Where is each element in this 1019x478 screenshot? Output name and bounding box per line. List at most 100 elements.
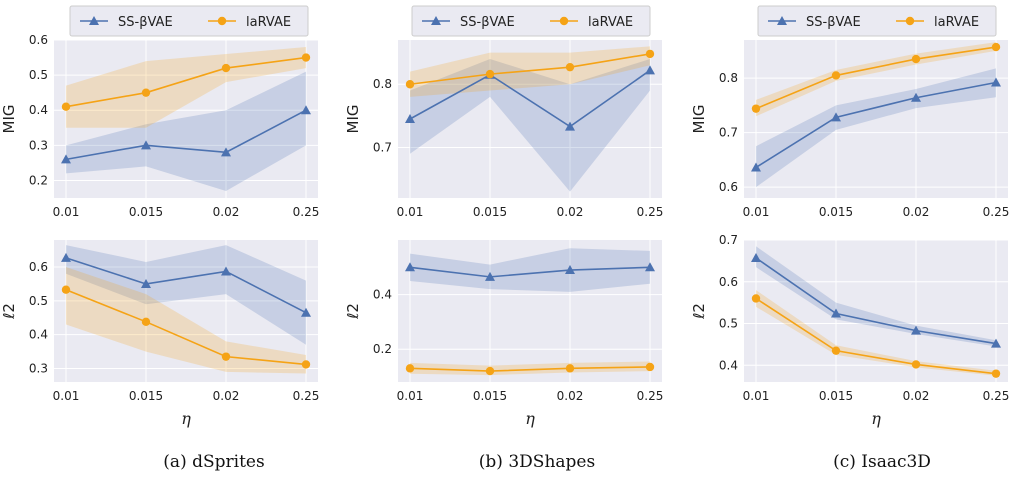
x-tick-label: 0.015 [129,389,163,403]
legend-box [69,5,309,37]
y-tick-label: 0.2 [29,173,48,187]
confidence-band-ss-betavae [66,71,306,191]
data-point-circle [751,104,761,113]
confidence-band-larvae [66,267,306,374]
x-tick-label: 0.01 [53,389,80,403]
x-tick-label: 0.015 [819,205,853,219]
confidence-band-ss-betavae [756,68,996,188]
y-tick-label: 0.5 [29,294,48,308]
x-tick-label: 0.25 [983,389,1010,403]
data-point-circle [405,80,415,89]
y-axis-label: MIG [690,105,708,134]
confidence-band-larvae [410,46,650,97]
legend-marker-triangle [89,16,99,25]
x-tick-label: 0.01 [397,389,424,403]
data-point-circle [301,53,311,62]
confidence-band-larvae [756,290,996,376]
data-point-circle [911,360,921,369]
data-point-circle [991,369,1001,378]
y-tick-label: 0.7 [719,233,738,247]
y-tick-label: 0.3 [29,361,48,375]
caption-3dshapes: (b) 3DShapes [478,452,596,472]
data-point-circle [911,54,921,64]
y-tick-label: 0.3 [29,138,48,152]
data-point-triangle [485,271,495,281]
data-point-circle [565,364,575,373]
data-point-triangle [141,278,151,288]
confidence-band-ss-betavae [410,248,650,292]
x-tick-label: 0.015 [473,205,507,219]
legend-marker-triangle [431,16,441,25]
legend-box [411,5,651,37]
x-tick-label: 0.02 [557,389,584,403]
series-line-ss-betavae [65,257,307,314]
legend-box [757,5,997,37]
x-axis-label: η [181,409,191,428]
data-point-circle [405,364,415,373]
chart-panel-3dshapes-mig: 0.7 0.8 0.01 0.015 0.02 0.25 MIG [344,40,663,219]
x-tick-label: 0.01 [743,205,770,219]
y-axis-label: ℓ2 [344,303,362,320]
series-line-ss-betavae [755,81,997,169]
plot-area [744,40,1008,198]
data-point-circle [485,69,495,79]
data-point-circle [645,49,655,59]
series-line-larvae [65,56,307,108]
data-point-circle [61,285,71,294]
confidence-band-ss-betavae [410,58,650,192]
legend-marker-circle [905,16,915,26]
chart-panel-dsprites-l2: 0.3 0.4 0.5 0.6 0.01 0.015 0.02 0.25 ℓ2 η [0,240,319,428]
series-line-larvae [65,288,307,366]
caption-isaac3d: (c) Isaac3D [833,452,931,472]
y-axis-label: MIG [344,105,362,134]
data-point-circle [831,71,841,80]
chart-panel-dsprites-mig: 0.2 0.3 0.4 0.5 0.6 0.01 0.015 0.02 0.25 MIG [0,33,319,219]
legend-label: SS-βVAE [806,15,861,30]
x-tick-label: 0.25 [293,389,320,403]
legend-label: laRVAE [246,15,291,30]
series-line-ss-betavae [409,69,651,128]
data-point-circle [645,362,655,372]
x-tick-label: 0.01 [397,205,424,219]
series-line-ss-betavae [65,109,307,161]
data-point-triangle [141,140,151,150]
data-point-circle [751,294,761,303]
y-tick-label: 0.8 [719,71,738,85]
legend-label: SS-βVAE [460,15,515,30]
data-point-triangle [831,308,841,318]
caption-dsprites: (a) dSprites [163,452,265,472]
data-point-triangle [565,121,575,131]
x-tick-label: 0.25 [637,205,664,219]
data-point-circle [831,346,841,355]
x-tick-label: 0.25 [637,389,664,403]
y-axis-label: MIG [0,105,18,134]
data-point-circle [221,63,231,73]
y-tick-label: 0.2 [373,342,392,356]
data-point-triangle [645,65,655,75]
x-tick-label: 0.25 [983,205,1010,219]
x-tick-label: 0.015 [473,389,507,403]
series-line-larvae [409,53,651,86]
data-point-circle [485,366,495,376]
series-line-larvae [409,366,651,372]
legend: SS-βVAE laRVAE [411,5,651,37]
x-tick-label: 0.25 [293,205,320,219]
y-tick-label: 0.5 [29,68,48,82]
y-tick-label: 0.7 [719,126,738,140]
legend-marker-triangle [777,16,787,25]
data-point-circle [141,88,151,97]
confidence-band-larvae [410,361,650,376]
data-point-triangle [565,265,575,275]
y-tick-label: 0.8 [373,77,392,91]
x-tick-label: 0.02 [213,389,240,403]
data-point-triangle [405,262,415,272]
x-axis-label: η [525,409,535,428]
y-axis-label: ℓ2 [690,303,708,320]
legend: SS-βVAE laRVAE [69,5,309,37]
legend-label: SS-βVAE [118,15,173,30]
x-tick-label: 0.02 [903,389,930,403]
data-point-triangle [61,154,71,164]
data-point-circle [141,317,151,327]
data-point-triangle [751,252,761,262]
plot-area [398,240,662,382]
